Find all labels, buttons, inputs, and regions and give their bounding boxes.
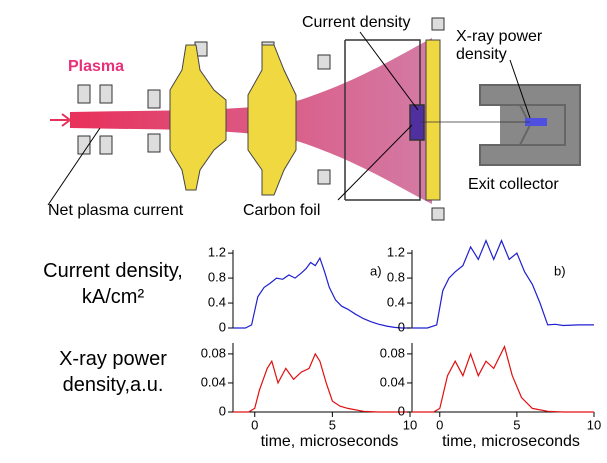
xray-label: X-ray power density [456, 28, 543, 63]
y-tick-label: 1.2 [208, 245, 226, 260]
x-tick-label: 10 [403, 417, 417, 432]
y-tick-label: 0.8 [387, 270, 405, 285]
x-axis-label: time, microseconds [261, 433, 399, 450]
panel-label: a) [370, 263, 382, 278]
y-tick-label: 0.4 [387, 294, 405, 309]
y-tick-label: 0.04 [380, 374, 405, 389]
device-drawing [47, 17, 581, 221]
y-tick-label: 0.08 [201, 345, 226, 360]
x-tick-label: 10 [587, 417, 601, 432]
carbon-foil-label: Carbon foil [243, 202, 321, 219]
row-label: Current density, kA/cm² [43, 260, 183, 308]
x-tick-label: 0 [436, 417, 443, 432]
y-tick-label: 0.4 [208, 294, 226, 309]
current-density-label: Current density [302, 14, 411, 31]
plasma-label: Plasma [68, 58, 125, 75]
y-tick-label: 0.08 [380, 345, 405, 360]
x-tick-label: 5 [513, 417, 520, 432]
row-label: X-ray power density,a.u. [59, 348, 167, 396]
y-tick-label: 1.2 [387, 245, 405, 260]
x-tick-label: 0 [251, 417, 258, 432]
y-tick-label: 0.8 [208, 270, 226, 285]
data-line [233, 256, 410, 329]
y-tick-label: 0 [219, 403, 226, 418]
y-tick-label: 0.04 [201, 374, 226, 389]
data-line [412, 239, 594, 329]
exit-collector-label: Exit collector [468, 176, 559, 193]
x-axis-label: time, microseconds [442, 433, 580, 450]
x-tick-label: 5 [329, 417, 336, 432]
panel-label: b) [554, 263, 566, 278]
data-line [412, 344, 594, 413]
y-tick-label: 0 [398, 319, 405, 334]
data-line [233, 352, 410, 413]
y-tick-label: 0 [219, 319, 226, 334]
net-current-label: Net plasma current [48, 202, 184, 219]
y-tick-label: 0 [398, 403, 405, 418]
